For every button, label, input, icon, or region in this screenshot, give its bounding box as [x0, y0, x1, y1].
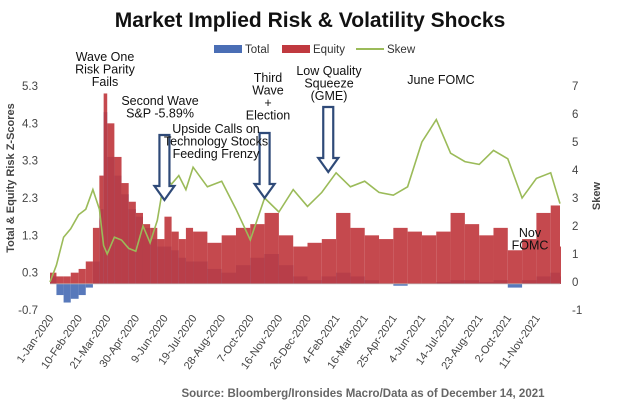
- equity-bar: [185, 227, 194, 284]
- y2-tick-label: 1: [572, 249, 578, 261]
- equity-bar: [107, 123, 115, 284]
- equity-bar: [85, 261, 93, 284]
- y2-tick-label: 5: [572, 137, 578, 149]
- equity-bar: [78, 268, 86, 284]
- equity-bar: [142, 224, 151, 284]
- equity-bar: [560, 246, 561, 284]
- source-note: Source: Bloomberg/Ironsides Macro/Data a…: [181, 388, 545, 400]
- total-bar: [85, 283, 93, 288]
- legend-swatch-total: [214, 45, 242, 53]
- down-arrow-icon: [316, 105, 341, 174]
- equity-bar: [307, 242, 322, 284]
- legend-label-equity: Equity: [313, 44, 345, 56]
- total-bar: [56, 283, 64, 296]
- total-bar: [63, 283, 71, 303]
- equity-bar: [450, 212, 465, 284]
- equity-bar: [207, 242, 222, 284]
- equity-bar: [150, 227, 158, 284]
- equity-bar: [293, 246, 308, 284]
- y-tick-label: 3.3: [22, 156, 38, 168]
- annotation-label: Wave One Risk Parity Fails: [75, 50, 135, 89]
- equity-bar: [178, 239, 186, 284]
- equity-bar: [135, 212, 143, 284]
- y-tick-label: 5.3: [22, 81, 38, 93]
- annotation-label: Third Wave + Election: [246, 71, 291, 123]
- total-bar: [507, 283, 523, 288]
- equity-bar: [235, 227, 251, 284]
- equity-bar: [103, 93, 108, 284]
- y2-tick-label: 0: [572, 277, 578, 289]
- y2-tick-label: 7: [572, 81, 578, 93]
- equity-bar: [114, 156, 122, 284]
- annotation-label: Low Quality Squeeze (GME): [296, 64, 362, 103]
- legend-label-total: Total: [245, 44, 269, 56]
- y-tick-label: -0.7: [18, 305, 38, 317]
- equity-bar: [507, 250, 523, 284]
- equity-bar: [70, 272, 79, 284]
- equity-bar: [171, 231, 179, 284]
- equity-bar: [164, 216, 172, 284]
- down-arrow-icon: [252, 131, 277, 200]
- equity-bar: [264, 212, 279, 284]
- equity-bar: [407, 231, 422, 284]
- y2-tick-label: 3: [572, 193, 578, 205]
- y2-tick-label: 6: [572, 109, 578, 121]
- annotation-label: Nov FOMC: [512, 226, 549, 253]
- equity-bar: [522, 239, 537, 284]
- equity-bar: [493, 227, 508, 284]
- equity-bar: [350, 227, 365, 284]
- y-tick-label: 4.3: [22, 118, 38, 130]
- legend-label-skew: Skew: [387, 44, 416, 56]
- equity-bar: [157, 239, 165, 284]
- equity-bar: [50, 272, 57, 284]
- equity-bar: [436, 231, 451, 284]
- equity-bar: [393, 227, 408, 284]
- equity-bar: [250, 224, 265, 284]
- annotation-label: June FOMC: [407, 73, 474, 87]
- equity-bar: [193, 231, 208, 284]
- y-axis-title: Total & Equity Risk Z-Scores: [5, 103, 17, 253]
- equity-bar: [464, 224, 480, 284]
- annotation-arrows: [152, 105, 341, 202]
- annotation-label: Upside Calls on Technology Stocks Feeding …: [164, 122, 268, 161]
- total-bar: [78, 283, 86, 296]
- equity-bar: [550, 205, 560, 284]
- equity-bar: [63, 276, 71, 284]
- chart-title: Market Implied Risk & Volatility Shocks: [115, 9, 506, 32]
- y2-tick-label: 2: [572, 221, 578, 233]
- equity-bar: [128, 201, 136, 284]
- equity-bar: [221, 235, 236, 284]
- down-arrow-icon: [152, 133, 177, 202]
- equity-bar: [421, 235, 437, 284]
- total-bar: [70, 283, 79, 299]
- annotations: Wave One Risk Parity Fails Second Wave S&P -…: [75, 50, 548, 253]
- y-tick-label: 2.3: [22, 193, 38, 205]
- y2-axis-title: Skew: [591, 181, 603, 210]
- equity-bar: [56, 276, 64, 284]
- equity-bar: [336, 212, 351, 284]
- y-tick-label: 1.3: [22, 230, 38, 242]
- legend-swatch-equity: [282, 45, 310, 53]
- equity-bar: [379, 239, 394, 284]
- equity-bar: [121, 183, 129, 284]
- right-axis-ticks: 7 6 5 4 3 2 1 0 -1: [572, 81, 582, 317]
- y2-tick-label: 4: [572, 165, 579, 177]
- x-axis-ticks: 1-Jan-202010-Feb-202021-Mar-202030-Apr-2…: [15, 313, 543, 372]
- equity-bar: [364, 235, 380, 284]
- y2-tick-label: -1: [572, 305, 582, 317]
- equity-bar: [479, 235, 494, 284]
- legend: Total Equity Skew: [214, 44, 416, 56]
- annotation-label: Second Wave S&P -5.89%: [121, 94, 198, 121]
- skew-line: [49, 117, 561, 283]
- y-tick-label: 0.3: [22, 268, 38, 280]
- equity-bar: [278, 235, 294, 284]
- left-axis-ticks: 5.3 4.3 3.3 2.3 1.3 0.3 -0.7: [18, 81, 38, 317]
- equity-bars: [50, 93, 561, 284]
- equity-bar: [321, 239, 337, 284]
- equity-bar: [92, 227, 100, 284]
- equity-bar: [536, 212, 551, 284]
- total-bar: [393, 283, 408, 286]
